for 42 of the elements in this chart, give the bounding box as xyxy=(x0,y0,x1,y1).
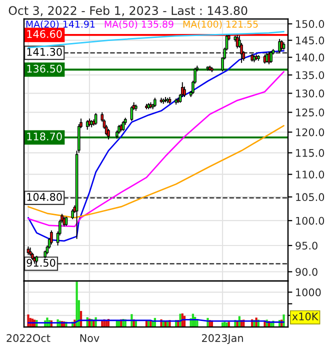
y-tick-label: 140.0 xyxy=(296,54,324,62)
y-tick-label: 95.0 xyxy=(296,242,318,250)
ref-line-label: 136.50 xyxy=(27,64,62,73)
text: x10K xyxy=(292,312,318,320)
y-tick-label: 105.0 xyxy=(296,193,324,202)
candlestick xyxy=(64,216,68,226)
x-tick-label: 2023Jan xyxy=(202,334,243,344)
y-tick-label: 115.0 xyxy=(296,149,324,157)
text: MA(50) 135.89 xyxy=(104,20,174,29)
y-tick-label: 125.0 xyxy=(296,108,324,116)
candlestick xyxy=(183,86,186,98)
line-series xyxy=(28,71,284,228)
ref-line-label: 118.70 xyxy=(27,132,62,140)
bar xyxy=(282,314,285,327)
line-series xyxy=(28,125,284,218)
candlestick xyxy=(107,128,110,140)
ref-line-label: 104.80 xyxy=(27,193,62,201)
y-tick-label: 110.0 xyxy=(296,170,324,178)
y-tick-label: 100.0 xyxy=(296,216,324,225)
candlestick xyxy=(71,208,74,220)
x-tick-label: 2022Oct xyxy=(6,334,50,342)
ref-line-label: 146.60 xyxy=(27,30,62,38)
ref-line-label: 141.30 xyxy=(27,48,62,56)
x-tick-label: Nov xyxy=(80,334,100,342)
y-tick-label: 120.0 xyxy=(296,128,324,136)
y-tick-label: 150.0 xyxy=(296,20,324,28)
line-series xyxy=(28,30,284,48)
y-tick-label: 135.0 xyxy=(296,71,324,80)
chart-title: Oct 3, 2022 - Feb 1, 2023 - Last : 143.80 xyxy=(8,6,248,16)
text: MA(100) 121.55 xyxy=(183,20,258,29)
y-tick-label: 90.0 xyxy=(296,268,318,276)
y-tick-label: 145.0 xyxy=(296,36,324,44)
bar xyxy=(76,282,78,327)
line-series xyxy=(28,50,284,242)
candlestick xyxy=(154,97,156,108)
text: MA(20) 141.91 xyxy=(26,20,95,29)
bar xyxy=(27,314,30,327)
candlestick xyxy=(278,38,281,53)
y-tick-label: 1000 xyxy=(296,288,321,296)
candlestick xyxy=(270,50,273,64)
candlestick xyxy=(50,230,53,245)
y-tick-label: 130.0 xyxy=(296,90,324,98)
